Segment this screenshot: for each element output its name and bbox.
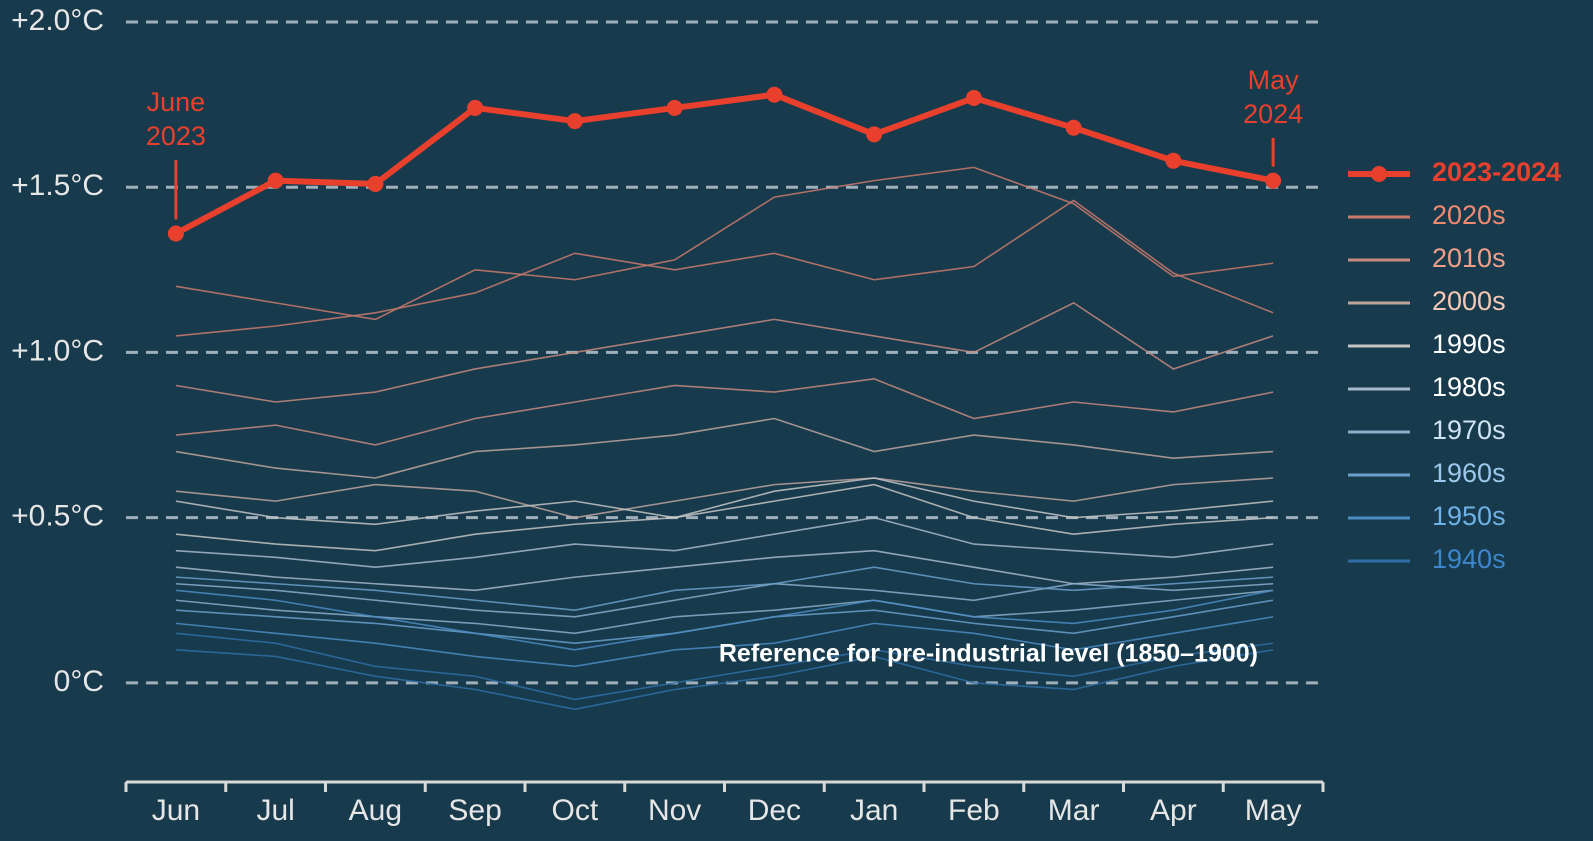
decade-line	[175, 378, 1274, 446]
legend-label: 1940s	[1432, 544, 1506, 574]
main-point	[167, 225, 184, 242]
decade-line	[175, 649, 1274, 711]
y-tick-label: 0°C	[54, 665, 104, 698]
decade-line	[175, 301, 1274, 403]
x-tick-label: Nov	[648, 794, 701, 827]
x-tick-label: Sep	[448, 794, 501, 827]
decade-line	[175, 615, 1274, 668]
main-point	[1265, 172, 1282, 189]
y-tick-label: +0.5°C	[11, 500, 104, 533]
decade-line	[175, 199, 1274, 337]
x-tick-label: May	[1245, 794, 1302, 827]
y-tick-label: +1.5°C	[11, 169, 104, 202]
main-point	[1165, 152, 1182, 169]
main-line	[174, 91, 1274, 237]
legend-swatch-dot	[1371, 166, 1387, 182]
x-tick-label: Dec	[748, 794, 801, 827]
decade-line	[175, 549, 1274, 592]
main-point	[866, 126, 883, 143]
decade-line	[175, 477, 1274, 519]
decade-line	[175, 589, 1274, 651]
decade-line	[175, 589, 1274, 635]
x-tick-label: Jan	[850, 794, 898, 827]
legend-label: 2020s	[1432, 200, 1506, 230]
legend-label: 1960s	[1432, 458, 1506, 488]
callout-label: 2024	[1243, 99, 1303, 129]
legend-label: 1990s	[1432, 329, 1506, 359]
decade-line	[175, 417, 1274, 479]
x-tick-label: Feb	[948, 794, 1000, 827]
x-tick-label: Mar	[1048, 794, 1100, 827]
main-point	[965, 90, 982, 106]
callout-label: June	[147, 87, 206, 117]
main-point	[666, 99, 683, 116]
main-point	[267, 172, 284, 189]
legend-label: 2010s	[1432, 243, 1506, 273]
legend-label: 1950s	[1432, 501, 1506, 531]
legend-label: 1980s	[1432, 372, 1506, 402]
y-tick-label: +2.0°C	[11, 4, 104, 37]
decade-line	[175, 477, 1274, 526]
decade-line	[175, 483, 1274, 552]
legend-label: 1970s	[1432, 415, 1506, 445]
x-tick-label: Apr	[1150, 794, 1197, 827]
x-tick-label: Jun	[152, 794, 200, 827]
main-point	[367, 175, 384, 192]
legend-label: 2000s	[1432, 286, 1506, 316]
x-tick-label: Aug	[349, 794, 402, 827]
main-point	[566, 113, 583, 130]
reference-annotation: Reference for pre-industrial level (1850…	[719, 639, 1258, 667]
x-tick-label: Jul	[256, 794, 294, 827]
callout-label: May	[1248, 65, 1300, 95]
decade-line	[175, 566, 1274, 611]
decade-line	[175, 632, 1274, 701]
decade-line	[175, 166, 1274, 321]
main-point	[467, 99, 484, 116]
decade-line	[175, 516, 1274, 569]
callout-label: 2023	[146, 121, 206, 151]
legend-label: 2023-2024	[1432, 157, 1561, 187]
main-point	[766, 86, 783, 103]
x-tick-label: Oct	[552, 794, 599, 827]
main-point	[1065, 119, 1082, 136]
y-tick-label: +1.0°C	[11, 334, 104, 367]
decade-line	[175, 582, 1274, 618]
